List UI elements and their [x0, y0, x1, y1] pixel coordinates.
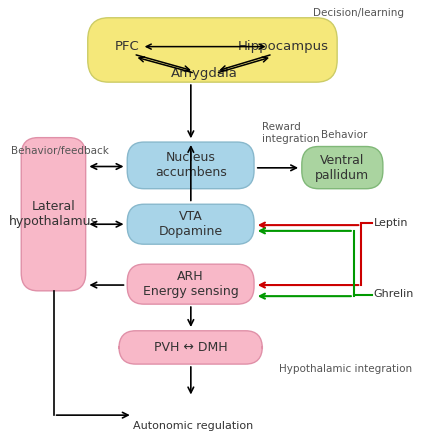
Text: Decision/learning: Decision/learning	[313, 8, 404, 18]
Text: Ventral
pallidum: Ventral pallidum	[315, 154, 369, 182]
Text: PFC: PFC	[115, 40, 140, 53]
Text: ARH
Energy sensing: ARH Energy sensing	[143, 270, 239, 298]
Text: VTA
Dopamine: VTA Dopamine	[159, 210, 223, 238]
FancyBboxPatch shape	[127, 264, 254, 304]
Text: Behavior: Behavior	[321, 131, 367, 140]
Text: Hypothalamic integration: Hypothalamic integration	[279, 365, 412, 374]
Text: Leptin: Leptin	[374, 218, 408, 228]
Text: Reward
integration: Reward integration	[262, 123, 320, 144]
Text: Lateral
hypothalamus: Lateral hypothalamus	[9, 200, 98, 228]
Text: PVH ↔ DMH: PVH ↔ DMH	[154, 341, 227, 354]
FancyBboxPatch shape	[127, 142, 254, 189]
Text: Autonomic regulation: Autonomic regulation	[134, 421, 254, 431]
Text: Hippocampus: Hippocampus	[238, 40, 328, 53]
FancyBboxPatch shape	[88, 18, 337, 82]
FancyBboxPatch shape	[302, 147, 383, 189]
Text: Nucleus
accumbens: Nucleus accumbens	[155, 151, 226, 179]
Text: Ghrelin: Ghrelin	[374, 289, 414, 299]
FancyBboxPatch shape	[119, 331, 262, 364]
Text: Amygdala: Amygdala	[171, 67, 237, 80]
FancyBboxPatch shape	[127, 204, 254, 244]
Text: Behavior/feedback: Behavior/feedback	[11, 146, 109, 156]
FancyBboxPatch shape	[21, 138, 86, 291]
